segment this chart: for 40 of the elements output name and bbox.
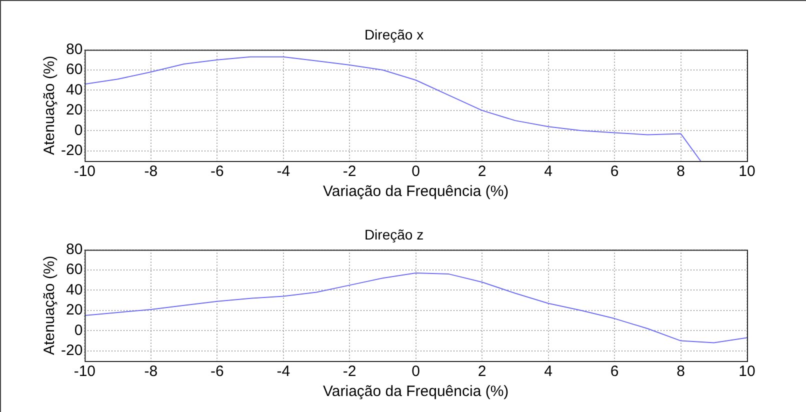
x-tick-label: 0 — [412, 363, 420, 380]
y-tick-label: 80 — [66, 240, 83, 258]
y-tick-label: 0 — [74, 122, 83, 139]
x-tick-label: 2 — [478, 363, 486, 380]
x-tick-label: 10 — [738, 363, 756, 380]
x-tick-label: 2 — [478, 163, 486, 180]
x-tick-label: -10 — [74, 163, 96, 180]
y-tick-label: 20 — [66, 102, 83, 119]
y-tick-label: 40 — [66, 81, 83, 98]
x-tick-label: 8 — [676, 163, 685, 180]
y-tick-label: 80 — [66, 40, 83, 58]
x-tick-label: -2 — [342, 163, 356, 180]
x-tick-label: 8 — [676, 363, 685, 380]
x-axis-title: Variação da Frequência (%) — [323, 183, 509, 200]
y-tick-label: 40 — [66, 281, 83, 298]
x-tick-label: -8 — [144, 363, 158, 380]
x-tick-label: -4 — [276, 363, 290, 380]
chart-title: Direção x — [364, 26, 424, 42]
x-tick-label: -6 — [210, 163, 224, 180]
y-axis-title: Atenuação (%) — [41, 256, 58, 356]
y-axis-title: Atenuação (%) — [41, 56, 58, 156]
y-tick-label: 60 — [66, 261, 83, 278]
x-axis-title: Variação da Frequência (%) — [323, 383, 509, 400]
chart-title: Direção z — [364, 226, 424, 242]
x-tick-label: 0 — [412, 163, 420, 180]
y-tick-label: 20 — [66, 302, 83, 319]
x-tick-label: 4 — [544, 163, 552, 180]
x-tick-label: -8 — [144, 163, 158, 180]
x-tick-label: -10 — [74, 363, 96, 380]
x-tick-label: 6 — [610, 363, 619, 380]
x-tick-label: 4 — [544, 363, 552, 380]
x-tick-label: -4 — [276, 163, 290, 180]
y-tick-label: -20 — [60, 142, 83, 160]
x-tick-label: -6 — [210, 363, 224, 380]
y-tick-label: 0 — [74, 322, 83, 339]
y-tick-label: -20 — [60, 342, 83, 360]
y-tick-label: 60 — [66, 61, 83, 78]
x-tick-label: 6 — [610, 163, 619, 180]
x-tick-label: 10 — [738, 163, 756, 180]
x-tick-label: -2 — [342, 363, 356, 380]
